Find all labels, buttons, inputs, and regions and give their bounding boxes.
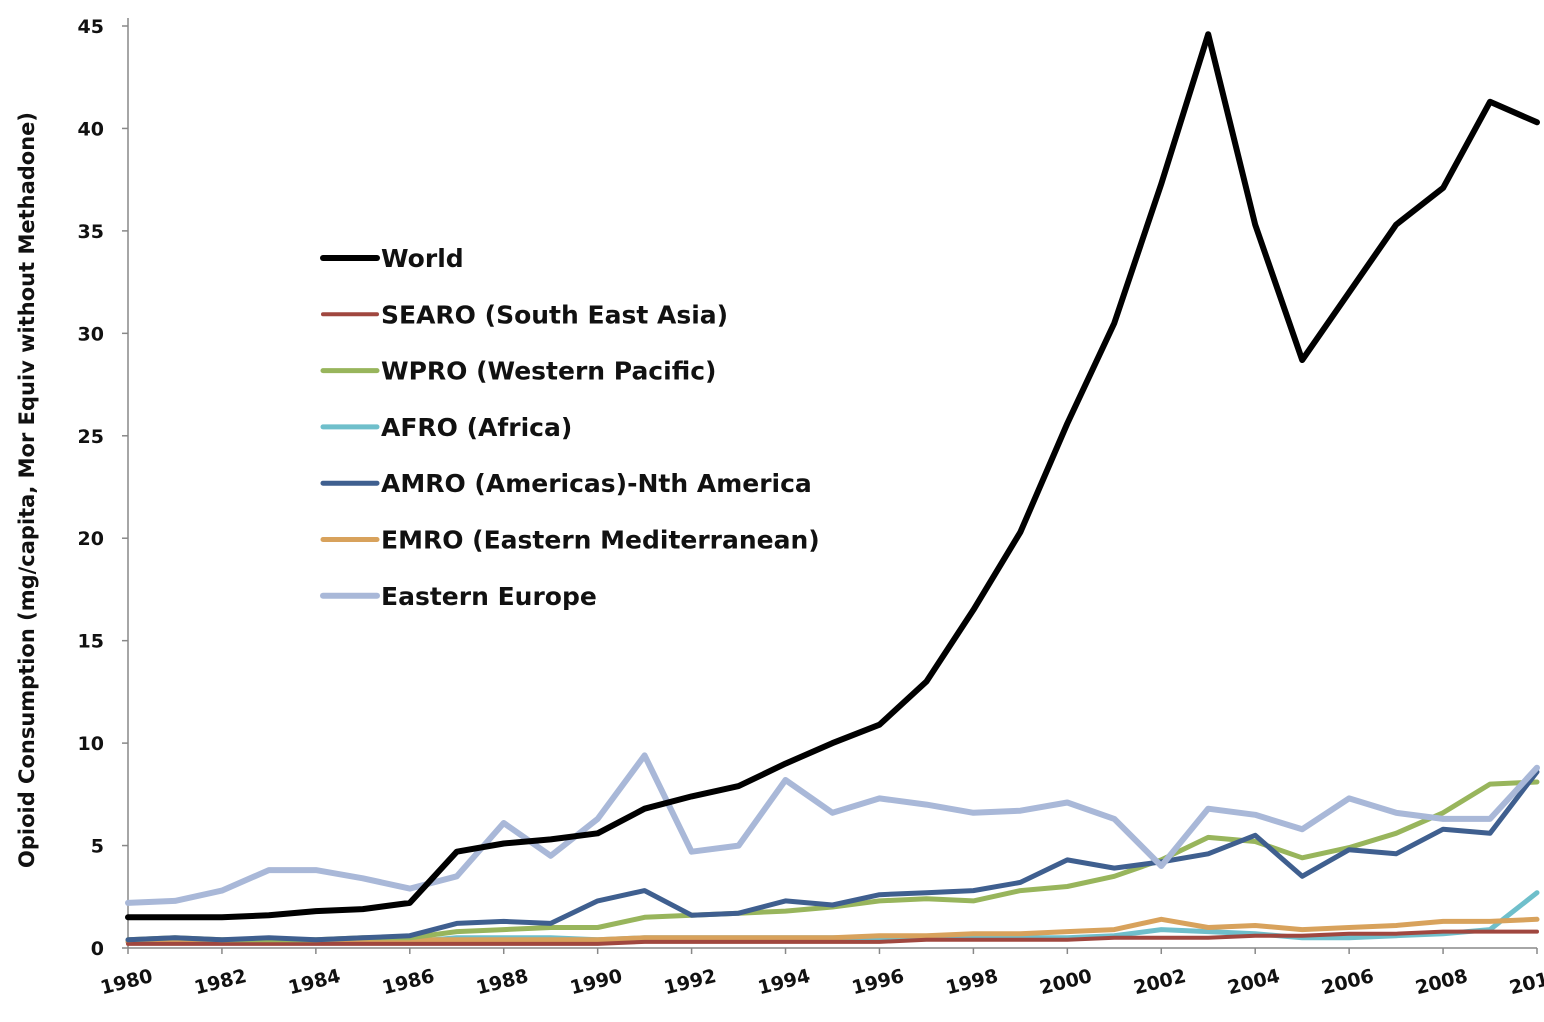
x-tick-label: 1988 xyxy=(474,965,531,999)
legend-label: SEARO (South East Asia) xyxy=(381,300,728,329)
y-tick-label: 5 xyxy=(91,836,104,858)
x-tick-label: 2010 xyxy=(1507,965,1544,999)
x-tick-label: 1994 xyxy=(756,965,813,999)
x-tick-label: 2006 xyxy=(1319,965,1376,999)
y-tick-label: 45 xyxy=(78,16,104,38)
x-tick-label: 2008 xyxy=(1413,965,1470,999)
x-tick-label: 2002 xyxy=(1131,965,1188,999)
y-tick-label: 35 xyxy=(78,221,104,243)
y-tick-label: 25 xyxy=(78,426,104,448)
x-tick-label: 2004 xyxy=(1225,965,1282,999)
x-tick-label: 2000 xyxy=(1038,965,1095,999)
series-line-world xyxy=(125,31,1540,921)
y-tick-label: 0 xyxy=(91,938,104,960)
x-tick-label: 1980 xyxy=(98,965,155,999)
legend-label: WPRO (Western Pacific) xyxy=(381,357,716,386)
y-tick-label: 20 xyxy=(78,528,104,550)
y-tick-label: 15 xyxy=(78,631,104,653)
series-line-searo-south-east-asia xyxy=(126,929,1539,946)
x-tick-label: 1982 xyxy=(192,965,249,999)
legend-label: EMRO (Eastern Mediterranean) xyxy=(381,526,820,555)
legend: World SEARO (South East Asia) WPRO (Wester… xyxy=(320,244,820,611)
y-axis-label: Opioid Consumption (mg/capita, Mor Equiv… xyxy=(15,112,39,868)
x-tick-label: 1984 xyxy=(286,965,343,999)
series-layer xyxy=(125,31,1540,946)
x-tick-label: 1996 xyxy=(850,965,907,999)
y-tick-label: 10 xyxy=(78,733,104,755)
legend-label: World xyxy=(381,244,464,273)
legend-label: AFRO (Africa) xyxy=(381,413,572,442)
x-tick-label: 1990 xyxy=(568,965,625,999)
x-tick-label: 1992 xyxy=(662,965,719,999)
legend-label: Eastern Europe xyxy=(381,582,597,611)
legend-label: AMRO (Americas)-Nth America xyxy=(381,469,812,498)
x-tick-label: 1986 xyxy=(380,965,437,999)
y-tick-label: 30 xyxy=(78,323,104,345)
y-tick-label: 40 xyxy=(78,118,104,140)
series-line-eastern-europe xyxy=(125,752,1540,906)
series-line-amro-americas-nth-america xyxy=(125,769,1540,943)
x-tick-label: 1998 xyxy=(944,965,1001,999)
